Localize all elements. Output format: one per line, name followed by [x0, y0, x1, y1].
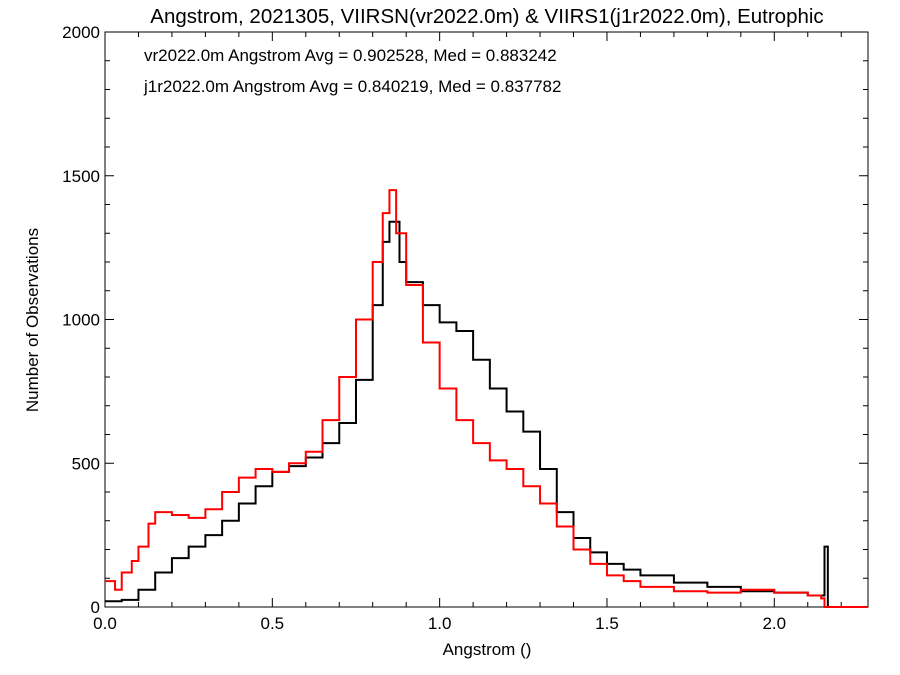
x-tick-label: 1.5 — [595, 614, 619, 633]
x-tick-label: 2.0 — [762, 614, 786, 633]
series-layer — [105, 189, 868, 608]
x-axis-label: Angstrom () — [443, 640, 532, 659]
x-tick-label: 0.5 — [261, 614, 285, 633]
y-tick-label: 0 — [91, 598, 100, 617]
stats-annotation-vr: vr2022.0m Angstrom Avg = 0.902528, Med =… — [144, 46, 557, 65]
y-tick-label: 1000 — [62, 311, 100, 330]
x-axis: 0.0 0.5 1.0 1.5 2.0 — [93, 32, 842, 633]
chart-title: Angstrom, 2021305, VIIRSN(vr2022.0m) & V… — [150, 5, 823, 28]
y-tick-label: 1500 — [62, 167, 100, 186]
plot-frame — [104, 31, 869, 608]
x-tick-label: 1.0 — [428, 614, 452, 633]
y-tick-label: 500 — [72, 454, 100, 473]
series-line-2 — [105, 189, 868, 608]
y-axis-label: Number of Observations — [23, 228, 42, 412]
y-tick-label: 2000 — [62, 23, 100, 42]
y-axis: 0 500 1000 1500 2000 — [62, 23, 868, 617]
stats-annotation-j1: j1r2022.0m Angstrom Avg = 0.840219, Med … — [143, 77, 561, 96]
series-line-1 — [105, 220, 868, 608]
plot-area — [104, 31, 869, 608]
x-tick-label: 0.0 — [93, 614, 117, 633]
